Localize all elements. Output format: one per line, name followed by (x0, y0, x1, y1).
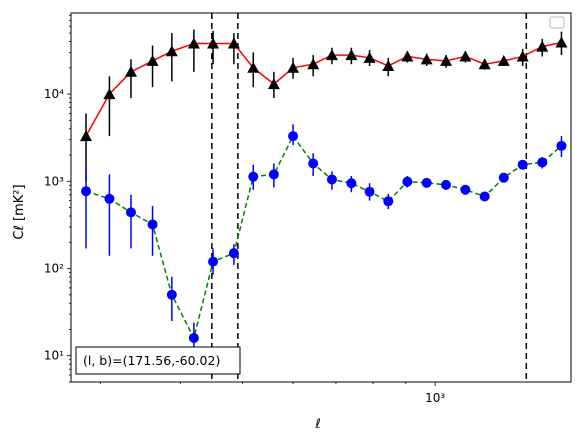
data-point (228, 248, 239, 259)
data-point (207, 37, 220, 49)
data-point (187, 37, 200, 49)
data-point (268, 169, 279, 180)
series-layer (80, 29, 568, 360)
data-point (326, 174, 337, 185)
data-point (420, 53, 433, 65)
y-tick-label: 10³ (44, 174, 64, 188)
data-point (227, 37, 240, 49)
data-point (307, 58, 320, 70)
series-2 (81, 124, 567, 360)
data-point (146, 54, 159, 66)
y-tick-label: 10⁴ (44, 87, 64, 101)
data-point (459, 50, 472, 62)
data-point (401, 50, 414, 62)
reference-lines (211, 13, 528, 382)
data-point (537, 157, 548, 168)
plot-frame (70, 12, 572, 383)
data-point (479, 191, 490, 202)
data-point (165, 45, 178, 57)
y-axis-label: Cℓ [mK²] (12, 184, 27, 239)
data-point (363, 51, 376, 63)
data-point (498, 172, 509, 183)
annotation-box (75, 346, 241, 375)
annotation-text: (l, b)=(171.56,-60.02) (83, 353, 220, 368)
data-point (478, 58, 491, 70)
data-point (516, 50, 529, 62)
data-point (147, 219, 158, 230)
data-point (103, 88, 116, 100)
x-axis-label: ℓ (314, 417, 320, 432)
data-point (247, 61, 260, 73)
data-point (287, 61, 300, 73)
data-point (383, 196, 394, 207)
data-point (402, 176, 413, 187)
data-point (346, 178, 357, 189)
data-point (81, 186, 92, 197)
data-point (364, 186, 375, 197)
data-point (248, 171, 259, 182)
data-point (345, 49, 358, 61)
data-point (125, 207, 136, 218)
data-point (460, 184, 471, 195)
y-tick-label: 10¹ (44, 349, 64, 363)
series-line (85, 134, 562, 341)
data-point (104, 193, 115, 204)
data-point (166, 289, 177, 300)
data-point (80, 130, 93, 142)
axis-ticks: 10¹ 10² 10³ 10⁴ 10³ (44, 14, 445, 405)
series-line (85, 41, 562, 137)
data-point (267, 78, 280, 90)
y-tick-label: 10² (44, 262, 64, 276)
series-1 (80, 29, 568, 182)
x-tick-label: 10³ (425, 391, 445, 405)
data-point (124, 65, 137, 77)
data-point (441, 179, 452, 190)
data-point (382, 59, 395, 71)
data-point (497, 54, 510, 66)
data-point (536, 40, 549, 52)
data-point (421, 177, 432, 188)
data-point (208, 256, 219, 267)
data-point (188, 332, 199, 343)
data-point (325, 49, 338, 61)
data-point (308, 158, 319, 169)
data-point (517, 159, 528, 170)
data-point (288, 131, 299, 142)
data-point (556, 140, 567, 151)
data-point (440, 54, 453, 66)
data-point (555, 36, 568, 48)
legend-box (549, 16, 565, 29)
